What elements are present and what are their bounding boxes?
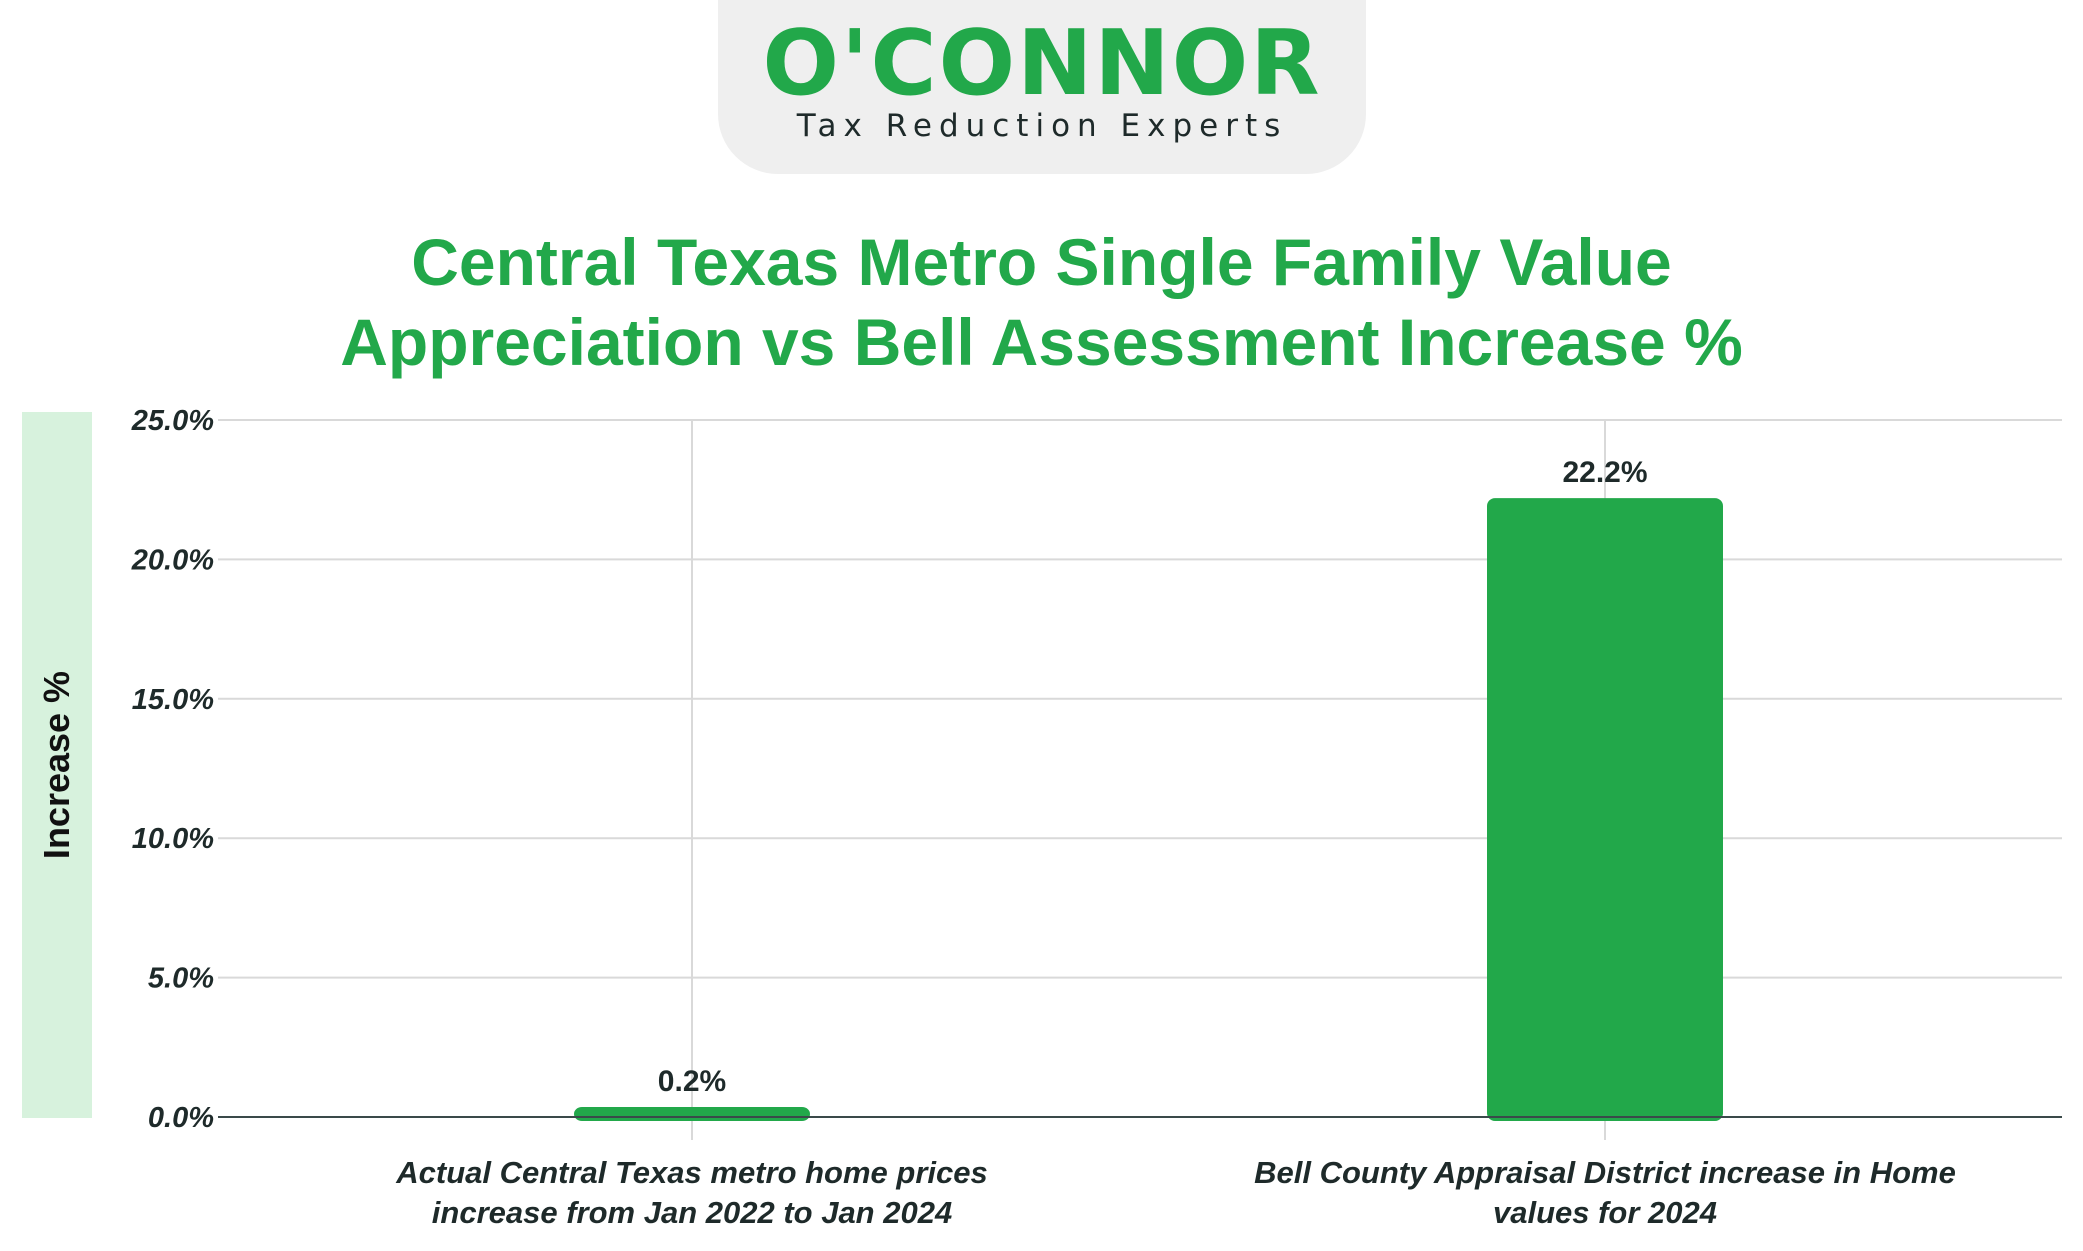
bar bbox=[574, 1107, 810, 1121]
brand-logo-wordmark: O'CONNOR bbox=[762, 11, 1322, 116]
brand-tagline: Tax Reduction Experts bbox=[796, 108, 1288, 144]
y-tick-label: 5.0% bbox=[148, 963, 214, 995]
logo-panel: O'CONNOR Tax Reduction Experts bbox=[718, 0, 1366, 174]
x-category-label: Actual Central Texas metro home prices bbox=[395, 1155, 988, 1190]
chart-title: Central Texas Metro Single Family Value … bbox=[0, 222, 2083, 382]
y-tick-label: 10.0% bbox=[132, 823, 214, 855]
chart-title-line-2: Appreciation vs Bell Assessment Increase… bbox=[340, 305, 1743, 379]
bar-value-label: 0.2% bbox=[658, 1065, 726, 1098]
y-tick-label: 0.0% bbox=[148, 1102, 214, 1134]
x-category-label: values for 2024 bbox=[1493, 1195, 1717, 1230]
x-category-label: increase from Jan 2022 to Jan 2024 bbox=[432, 1195, 952, 1230]
y-tick-label: 20.0% bbox=[131, 544, 214, 576]
y-tick-label: 15.0% bbox=[132, 684, 214, 716]
bar bbox=[1487, 498, 1723, 1122]
chart-title-line-1: Central Texas Metro Single Family Value bbox=[411, 225, 1672, 299]
y-axis-label-band bbox=[22, 412, 92, 1118]
x-category-label: Bell County Appraisal District increase … bbox=[1254, 1155, 1956, 1190]
bar-value-label: 22.2% bbox=[1562, 456, 1647, 489]
y-tick-label: 25.0% bbox=[131, 405, 214, 437]
